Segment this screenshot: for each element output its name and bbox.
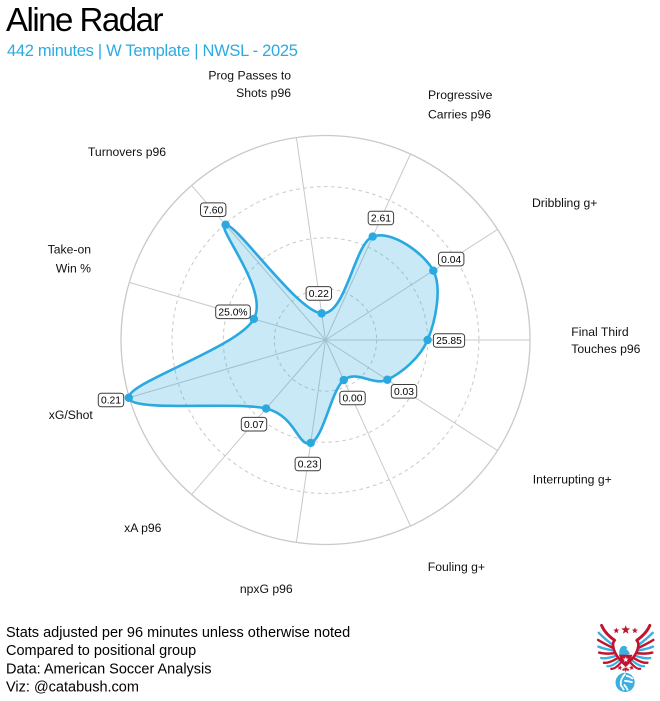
- svg-text:npxG p96: npxG p96: [240, 582, 293, 596]
- svg-text:2.61: 2.61: [371, 214, 391, 225]
- svg-text:25.85: 25.85: [436, 336, 462, 347]
- svg-text:Data: American Soccer Analysis: Data: American Soccer Analysis: [6, 662, 212, 678]
- svg-text:Prog Passes to: Prog Passes to: [208, 68, 291, 82]
- svg-text:25.0%: 25.0%: [218, 308, 247, 319]
- svg-text:Carries p96: Carries p96: [428, 107, 491, 121]
- svg-text:0.04: 0.04: [441, 255, 461, 266]
- svg-text:Interrupting g+: Interrupting g+: [533, 472, 612, 486]
- svg-text:Compared to positional group: Compared to positional group: [6, 643, 196, 659]
- svg-text:xA p96: xA p96: [124, 521, 161, 535]
- svg-text:0.21: 0.21: [101, 396, 121, 407]
- svg-text:0.22: 0.22: [309, 289, 329, 300]
- svg-text:xG/Shot: xG/Shot: [49, 408, 94, 422]
- svg-text:Stats adjusted per 96 minutes: Stats adjusted per 96 minutes unless oth…: [6, 625, 350, 641]
- svg-text:0.07: 0.07: [244, 420, 264, 431]
- svg-text:0.03: 0.03: [394, 387, 414, 398]
- svg-text:Shots p96: Shots p96: [236, 86, 291, 100]
- svg-text:Win %: Win %: [56, 262, 91, 276]
- svg-text:Dribbling g+: Dribbling g+: [532, 196, 597, 210]
- svg-text:0.23: 0.23: [298, 460, 318, 471]
- svg-text:0.00: 0.00: [342, 394, 362, 405]
- svg-text:7.60: 7.60: [203, 205, 223, 216]
- svg-text:Progressive: Progressive: [428, 88, 493, 102]
- svg-text:Aline Radar: Aline Radar: [6, 1, 163, 38]
- svg-text:Viz: @catabush.com: Viz: @catabush.com: [6, 680, 139, 696]
- svg-text:Final Third: Final Third: [571, 325, 628, 339]
- svg-text:Touches p96: Touches p96: [571, 342, 640, 356]
- svg-text:Fouling g+: Fouling g+: [428, 560, 485, 574]
- svg-text:Turnovers p96: Turnovers p96: [88, 145, 166, 159]
- svg-text:442 minutes | W Template | NWS: 442 minutes | W Template | NWSL - 2025: [7, 42, 298, 60]
- svg-text:Take-on: Take-on: [48, 242, 91, 256]
